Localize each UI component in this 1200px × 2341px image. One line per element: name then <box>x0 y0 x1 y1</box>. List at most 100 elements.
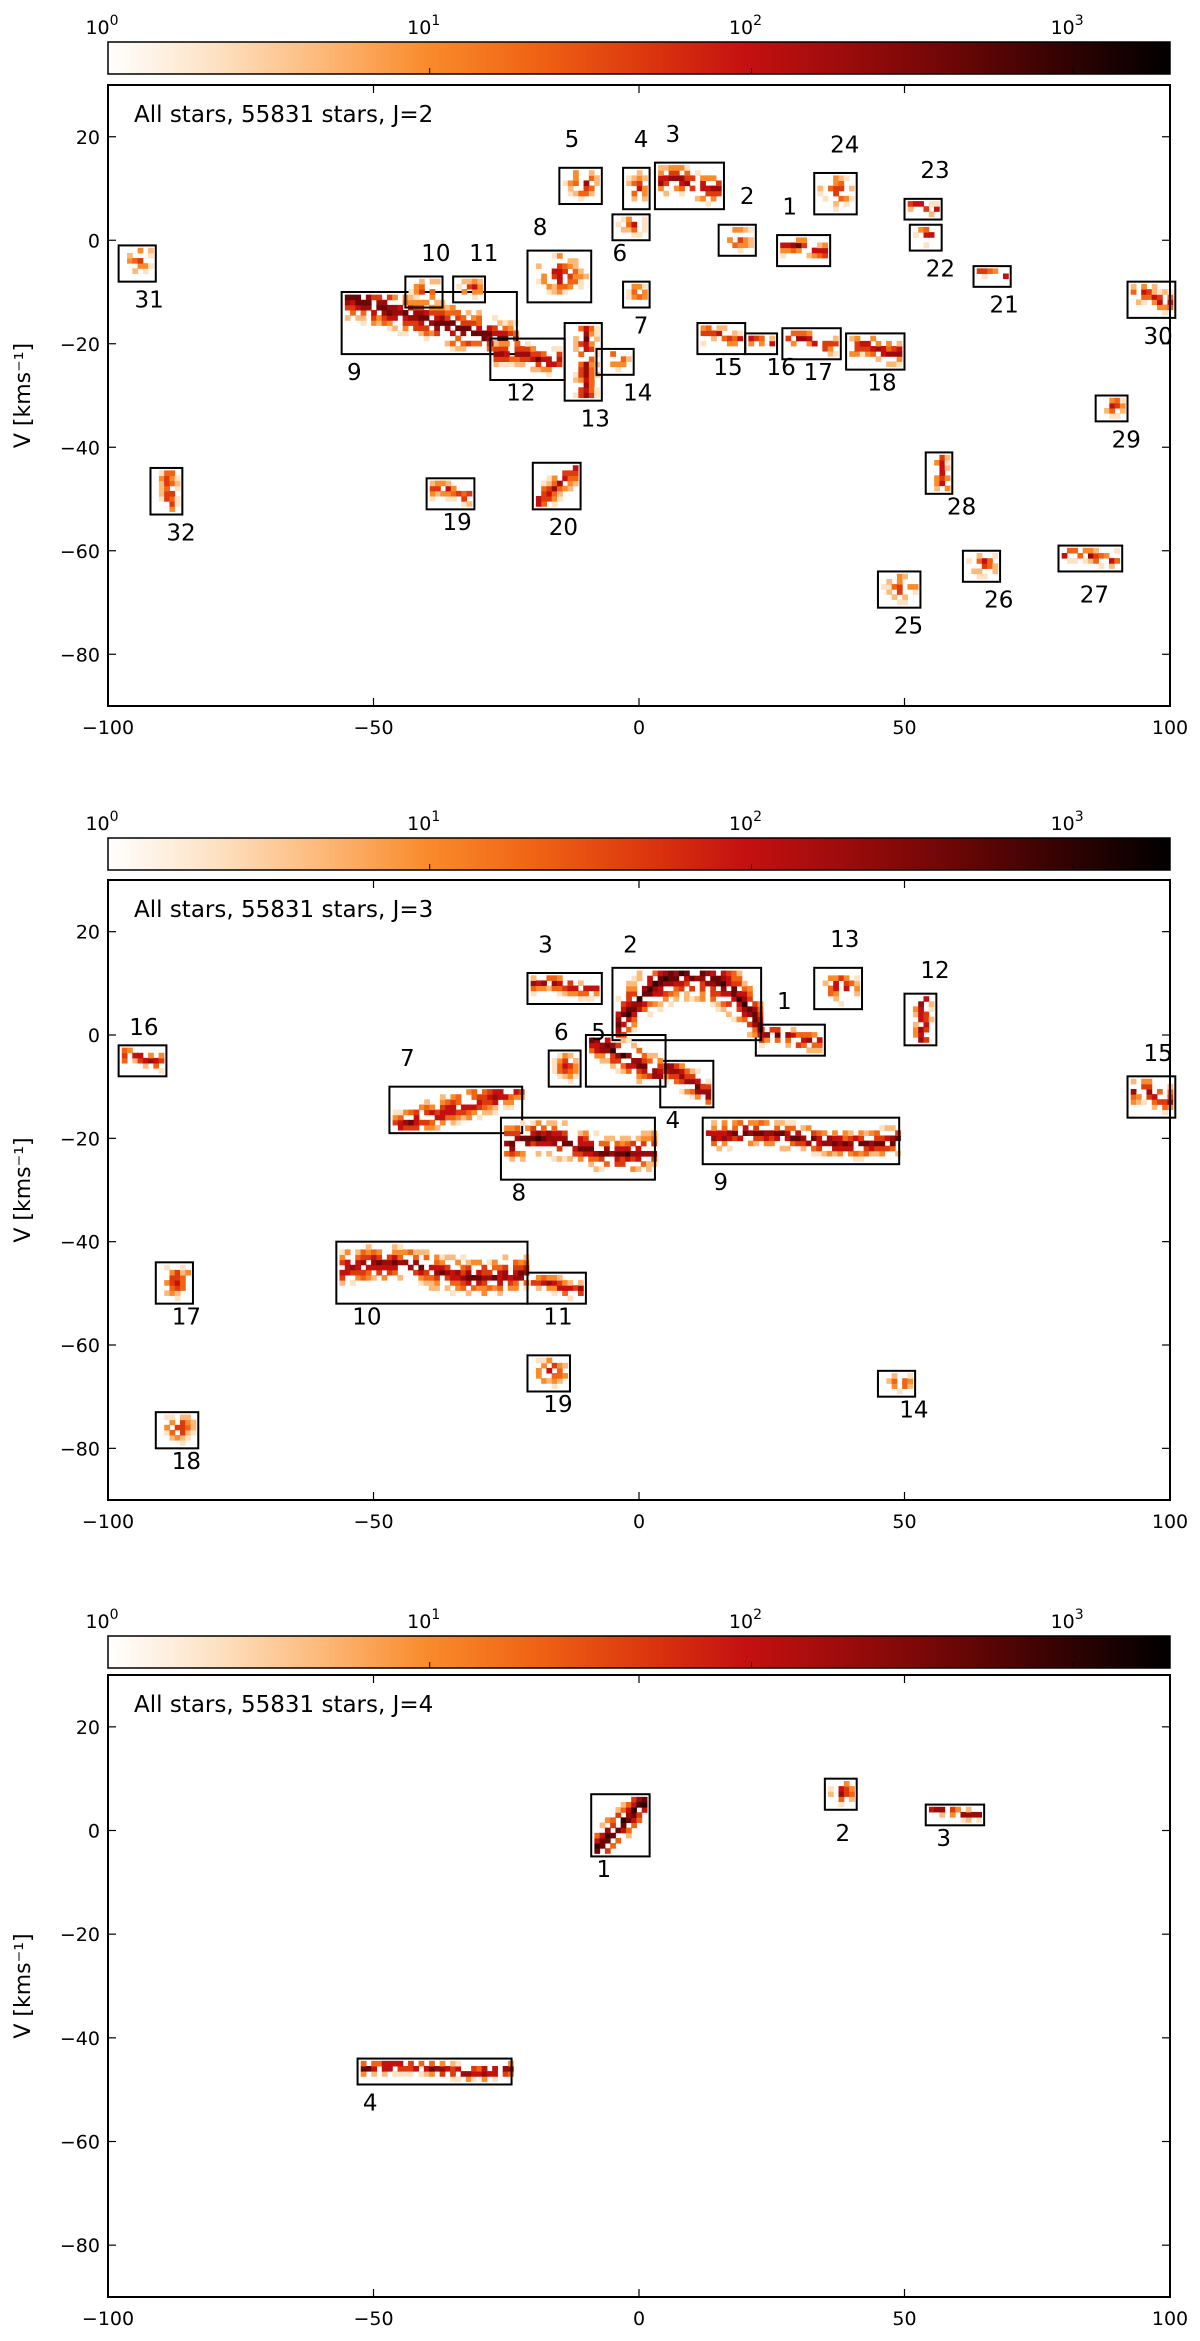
density-pixel <box>567 273 574 280</box>
density-pixel <box>339 1269 346 1276</box>
density-pixel <box>626 216 632 223</box>
density-pixel <box>827 351 834 357</box>
group-pixels-16 <box>121 1047 165 1074</box>
density-pixel <box>487 1109 493 1116</box>
density-pixel <box>826 1135 833 1142</box>
density-pixel <box>164 480 170 487</box>
density-pixel <box>880 346 887 352</box>
density-pixel <box>652 991 659 997</box>
density-pixel <box>557 485 563 492</box>
density-pixel <box>631 1063 637 1069</box>
density-pixel <box>800 1145 807 1152</box>
y-tick-label: −60 <box>60 2132 100 2154</box>
density-pixel <box>928 211 935 217</box>
colorbar: 100 101 102 103 <box>85 13 1171 75</box>
density-pixel <box>758 340 765 347</box>
density-pixel <box>800 1125 807 1131</box>
density-pixel <box>355 1274 362 1281</box>
density-pixel <box>673 165 680 171</box>
group-box-16 <box>744 332 779 356</box>
density-pixel <box>174 480 181 487</box>
density-pixel <box>386 310 393 316</box>
panel-title: All stars, 55831 stars, J=4 <box>134 1692 433 1718</box>
density-pixel <box>350 1269 356 1276</box>
density-pixel <box>344 294 351 301</box>
density-pixel <box>551 1373 558 1379</box>
density-pixel <box>439 1119 446 1126</box>
group-label-6: 6 <box>554 1020 569 1046</box>
density-pixel <box>1156 294 1163 300</box>
density-pixel <box>737 1120 744 1126</box>
density-pixel <box>551 1378 558 1384</box>
density-pixel <box>780 252 787 259</box>
density-pixel <box>344 1249 351 1256</box>
density-pixel <box>551 346 558 352</box>
density-pixel <box>726 1130 733 1136</box>
density-pixel <box>886 584 893 590</box>
density-pixel <box>711 335 717 342</box>
density-pixel <box>583 361 590 368</box>
density-pixel <box>502 320 509 326</box>
group-label-8: 8 <box>512 1180 527 1206</box>
group-box-29 <box>1094 394 1129 423</box>
density-pixel <box>444 340 451 347</box>
density-pixel <box>419 278 425 285</box>
density-pixel <box>599 1822 606 1829</box>
density-pixel <box>1135 1094 1142 1100</box>
density-pixel <box>716 325 723 332</box>
density-pixel <box>657 985 664 992</box>
density-pixel <box>784 1145 791 1152</box>
density-pixel <box>455 1114 462 1121</box>
density-pixel <box>466 501 473 507</box>
density-pixel <box>902 1383 908 1389</box>
density-pixel <box>386 315 393 321</box>
density-pixel <box>923 1026 930 1033</box>
density-pixel <box>673 185 680 192</box>
density-pixel <box>158 1052 165 1059</box>
density-pixel <box>402 325 409 332</box>
group-box-25 <box>876 570 922 609</box>
density-pixel <box>465 320 472 326</box>
density-pixel <box>779 1145 786 1152</box>
density-pixel <box>657 1057 664 1064</box>
group-pixels-1 <box>780 237 829 259</box>
density-pixel <box>535 351 542 357</box>
density-pixel <box>630 1166 637 1172</box>
density-pixel <box>572 475 579 482</box>
density-pixel <box>598 1156 605 1162</box>
density-pixel <box>428 1280 435 1286</box>
density-pixel <box>450 490 457 497</box>
density-pixel <box>806 340 813 347</box>
density-pixel <box>796 330 802 337</box>
density-pixel <box>476 1114 483 1121</box>
density-pixel <box>381 304 388 311</box>
density-pixel <box>768 1135 775 1142</box>
density-pixel <box>413 1269 419 1276</box>
density-pixel <box>615 1026 622 1033</box>
group-label-7: 7 <box>400 1046 415 1072</box>
density-pixel <box>445 495 452 502</box>
density-pixel <box>588 185 595 192</box>
density-pixel <box>472 278 478 285</box>
density-pixel <box>481 1094 488 1100</box>
density-pixel <box>460 1269 467 1276</box>
density-pixel <box>461 501 468 507</box>
density-pixel <box>476 1285 482 1291</box>
density-pixel <box>470 330 477 337</box>
density-pixel <box>439 2060 446 2067</box>
density-pixel <box>514 1125 521 1132</box>
density-pixel <box>720 970 727 977</box>
density-pixel <box>546 1120 552 1126</box>
density-pixel <box>402 2071 409 2077</box>
density-pixel <box>572 258 579 264</box>
density-pixel <box>445 1114 451 1121</box>
density-pixel <box>647 991 653 997</box>
density-pixel <box>811 1135 817 1142</box>
group-pixels-17 <box>785 330 839 357</box>
density-pixel <box>476 315 483 321</box>
density-pixel <box>418 2060 425 2067</box>
density-pixel <box>465 1274 472 1281</box>
density-pixel <box>392 310 398 316</box>
density-pixel <box>881 584 887 590</box>
